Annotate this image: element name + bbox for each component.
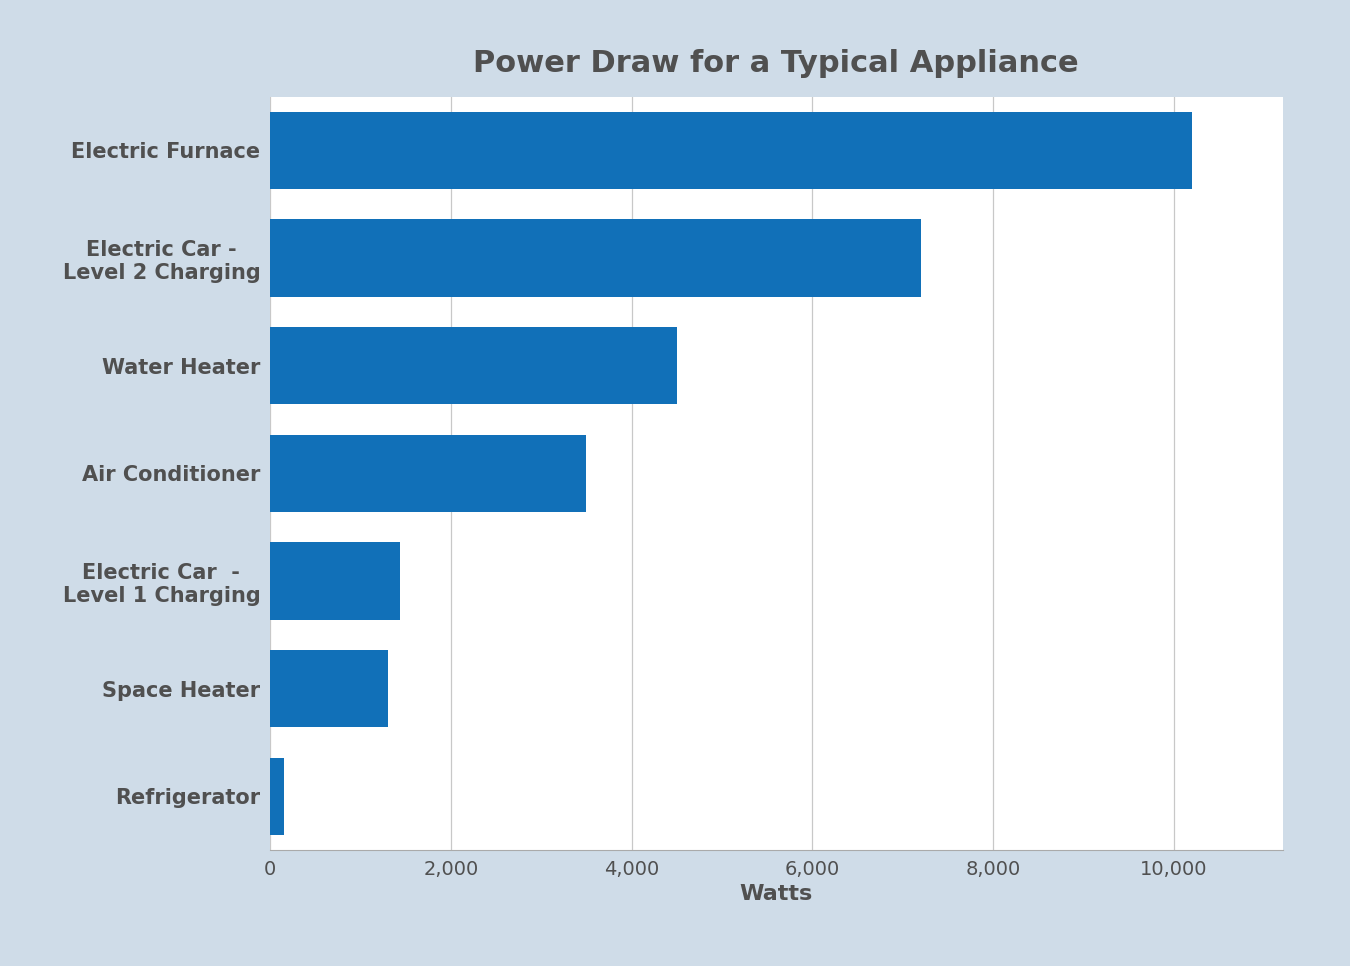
Bar (270, 327, 676, 405)
Bar (270, 650, 387, 727)
Title: Power Draw for a Typical Appliance: Power Draw for a Typical Appliance (474, 48, 1079, 77)
Bar (270, 542, 400, 620)
Bar (270, 219, 921, 297)
Bar (270, 112, 1192, 189)
Bar (270, 757, 284, 835)
X-axis label: Watts: Watts (740, 884, 813, 904)
Bar (270, 435, 586, 512)
